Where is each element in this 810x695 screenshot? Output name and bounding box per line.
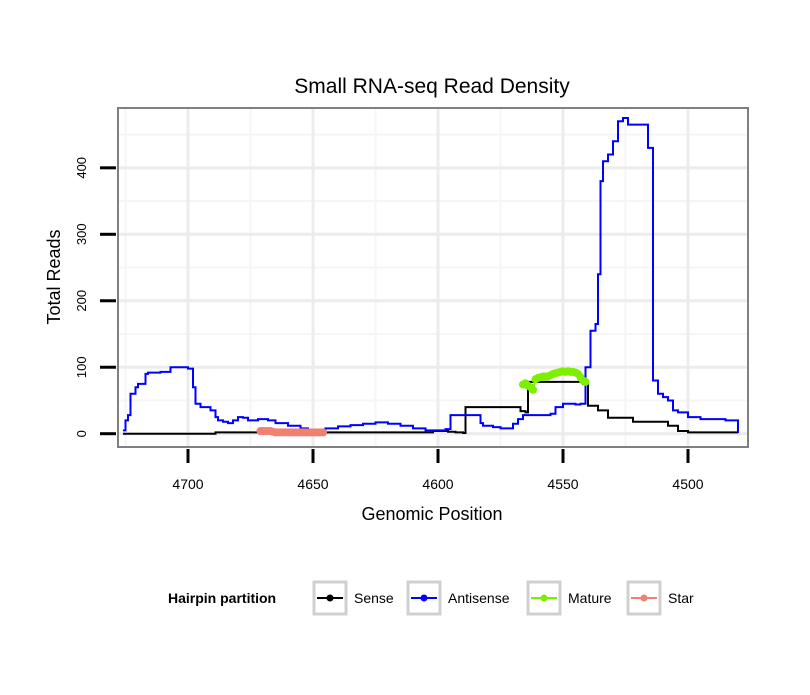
x-axis-label: Genomic Position — [361, 504, 502, 524]
y-tick-label: 300 — [74, 223, 89, 245]
legend: Hairpin partition Sense Antisense Mature St… — [168, 580, 694, 616]
chart-title: Small RNA-seq Read Density — [294, 75, 570, 98]
legend-label: Mature — [568, 590, 612, 606]
y-axis-label: Total Reads — [44, 229, 64, 324]
series-point-mature — [529, 385, 537, 394]
legend-title: Hairpin partition — [168, 590, 276, 606]
legend-key-point — [326, 594, 334, 602]
legend-label: Antisense — [448, 590, 510, 606]
x-tick-label: 4600 — [422, 476, 453, 492]
legend-key-point — [420, 594, 428, 602]
x-tick-label: 4550 — [547, 476, 578, 492]
plot-series — [123, 117, 739, 437]
plot-panel-border — [117, 107, 749, 448]
y-tick-label: 400 — [74, 157, 89, 179]
y-tick-label: 100 — [74, 356, 89, 378]
legend-label: Star — [668, 590, 694, 606]
y-tick-label: 200 — [74, 290, 89, 312]
legend-key-point — [640, 594, 648, 602]
legend-label: Sense — [354, 590, 394, 606]
series-line-sense — [123, 380, 739, 435]
x-tick-label: 4700 — [172, 476, 203, 492]
series-line-antisense — [123, 117, 739, 433]
series-point-mature — [581, 377, 590, 386]
x-tick-label: 4650 — [297, 476, 328, 492]
axes: 4700 4650 4600 4550 4500 0 100 200 300 400 — [74, 157, 704, 492]
series-point-star — [319, 428, 327, 437]
legend-key-point — [540, 594, 548, 602]
legend-items: Sense Antisense Mature Star — [312, 580, 694, 616]
y-tick-label: 0 — [74, 430, 89, 437]
x-tick-label: 4500 — [672, 476, 703, 492]
grid — [118, 108, 748, 447]
